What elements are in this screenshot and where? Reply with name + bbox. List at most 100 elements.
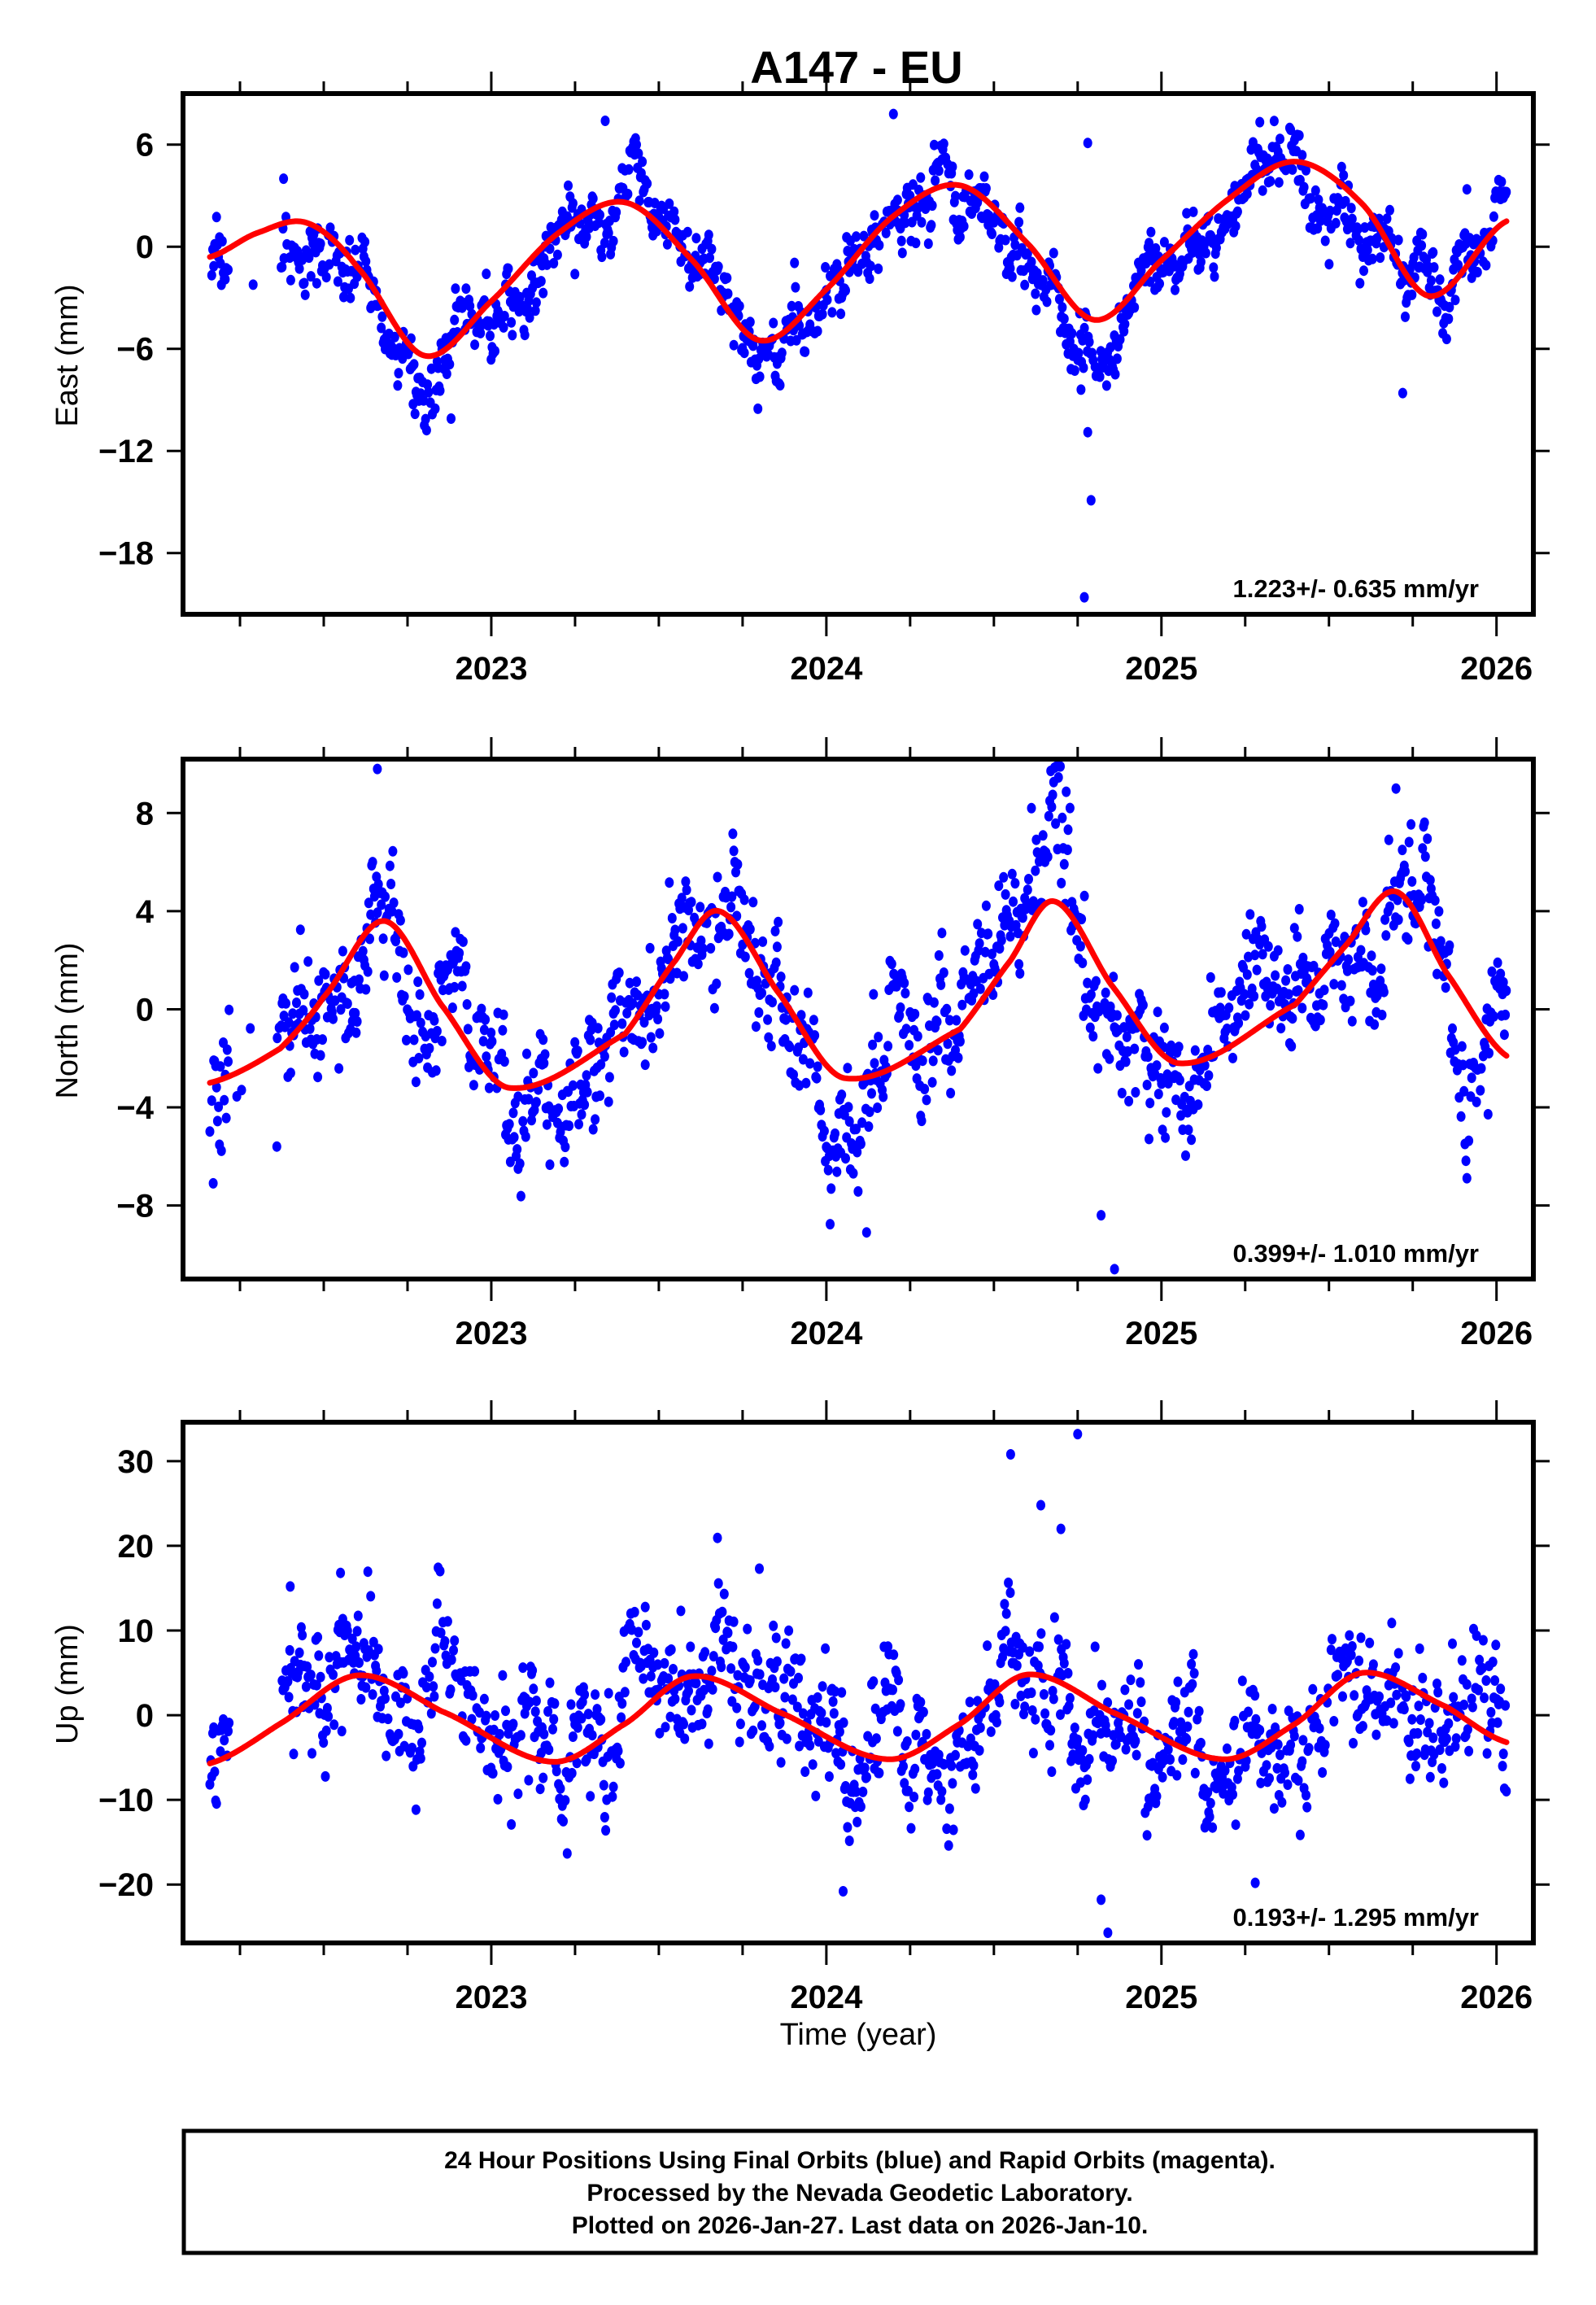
up-axes — [167, 1400, 1550, 1965]
data-point — [436, 1627, 446, 1639]
data-point — [455, 948, 464, 958]
data-point — [911, 1729, 921, 1740]
data-point — [216, 1061, 225, 1072]
data-point — [1501, 1700, 1511, 1711]
data-point — [1119, 1022, 1129, 1033]
data-point — [1472, 267, 1482, 277]
data-point — [942, 1003, 952, 1015]
data-point — [1385, 901, 1394, 912]
data-point — [508, 330, 517, 341]
data-point — [446, 1684, 456, 1696]
data-point — [805, 1740, 815, 1751]
data-point — [1486, 1707, 1496, 1718]
data-point — [509, 1132, 519, 1143]
data-point — [1222, 1024, 1232, 1034]
data-point — [435, 385, 445, 396]
data-point — [1014, 958, 1024, 970]
data-point — [220, 273, 230, 285]
data-point — [389, 897, 399, 909]
data-point — [1059, 858, 1069, 870]
data-point — [430, 1015, 439, 1026]
data-point — [600, 1812, 609, 1823]
data-point — [1145, 1098, 1155, 1109]
data-point — [1048, 1686, 1057, 1696]
data-point — [518, 1662, 528, 1674]
data-point — [934, 165, 944, 177]
data-point — [1163, 1744, 1173, 1755]
data-point — [911, 238, 921, 249]
data-point — [421, 1682, 431, 1693]
data-point — [1249, 990, 1259, 1002]
data-point — [329, 1719, 339, 1731]
data-point — [852, 1786, 861, 1797]
data-point — [1445, 302, 1454, 312]
data-point — [713, 1578, 723, 1589]
footer-frame — [181, 2128, 1538, 2255]
data-point — [1353, 223, 1363, 234]
data-point — [1049, 1612, 1059, 1623]
data-point — [679, 1718, 688, 1730]
data-point — [1404, 836, 1414, 848]
east-x-tick-label: 2026 — [1460, 651, 1533, 687]
data-point — [587, 1730, 597, 1741]
data-point — [545, 1159, 555, 1170]
data-point-outlier — [888, 108, 898, 120]
north-x-tick-label: 2023 — [455, 1316, 527, 1351]
data-point — [381, 1693, 390, 1704]
data-point — [1365, 1637, 1375, 1648]
data-point — [314, 1650, 324, 1661]
data-point — [1196, 256, 1206, 268]
data-point — [969, 1760, 979, 1771]
data-point — [1497, 177, 1507, 187]
data-point — [1124, 1095, 1134, 1107]
data-point — [499, 1056, 509, 1067]
data-point — [450, 1635, 460, 1646]
data-point — [1489, 211, 1498, 222]
data-point — [739, 894, 749, 906]
data-point — [470, 1665, 480, 1677]
data-point-outlier — [1073, 1429, 1083, 1440]
data-point — [951, 190, 960, 202]
data-point — [1297, 1756, 1307, 1767]
data-point — [449, 1644, 458, 1656]
data-point — [390, 331, 399, 343]
data-point — [696, 901, 705, 913]
data-point — [1435, 274, 1445, 286]
data-point — [703, 1704, 713, 1715]
up-y-tick-label: −10 — [98, 1783, 154, 1818]
data-point — [1151, 242, 1161, 254]
data-point — [1202, 1080, 1211, 1091]
data-point — [1393, 914, 1403, 925]
data-point — [645, 942, 655, 954]
data-point — [1109, 971, 1119, 983]
data-point — [972, 976, 981, 987]
data-point — [1345, 1630, 1354, 1641]
data-point — [1007, 868, 1017, 880]
data-point — [470, 339, 480, 351]
data-point — [388, 845, 398, 857]
data-point — [342, 1625, 352, 1636]
data-point — [769, 317, 778, 329]
data-point — [518, 1115, 528, 1127]
data-point — [831, 1748, 841, 1759]
data-point — [493, 1793, 503, 1805]
data-point — [495, 1729, 504, 1740]
data-point-outlier — [1097, 1210, 1106, 1221]
data-point — [1007, 271, 1017, 282]
data-point — [1338, 1691, 1347, 1702]
data-point — [1025, 1646, 1035, 1657]
data-point — [697, 1718, 707, 1730]
data-point — [520, 330, 530, 341]
data-point — [1143, 1051, 1153, 1063]
data-point — [1022, 897, 1031, 909]
data-point — [432, 1025, 442, 1037]
data-point — [1117, 1088, 1127, 1098]
data-point — [577, 1109, 587, 1120]
data-point — [430, 1643, 440, 1654]
fit-line — [207, 1670, 1510, 1766]
data-point — [801, 1077, 811, 1089]
east-y-axis-label: East (mm) — [50, 284, 85, 426]
data-point — [1502, 1786, 1511, 1796]
data-point — [604, 1072, 614, 1083]
data-point — [1241, 928, 1251, 940]
